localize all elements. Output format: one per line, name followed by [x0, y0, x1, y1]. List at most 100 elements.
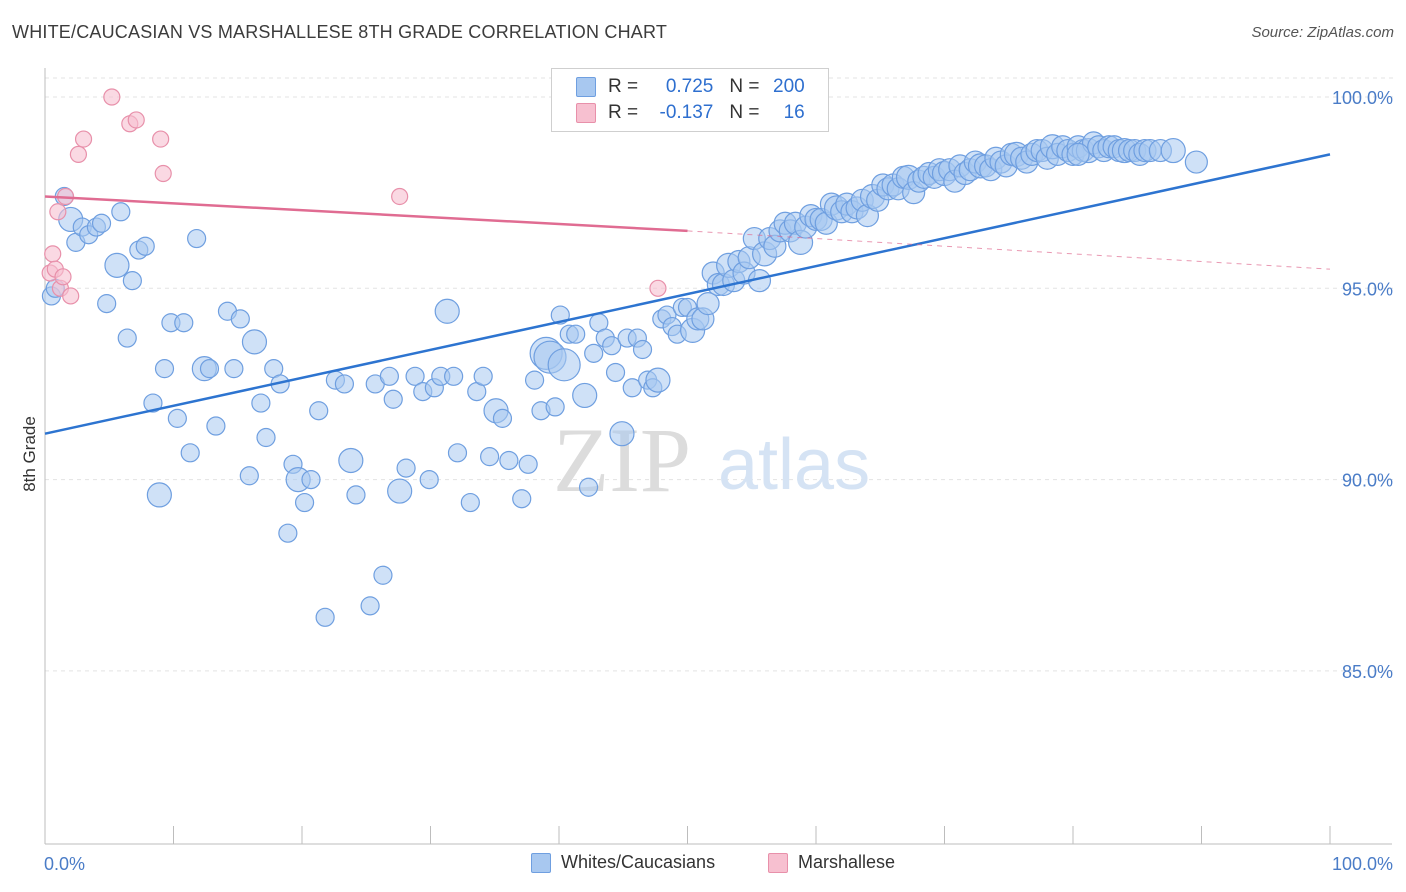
- point-whites: [91, 213, 112, 233]
- x-tick-label: 100.0%: [1332, 854, 1393, 874]
- point-whites: [572, 382, 598, 409]
- point-whites: [405, 366, 425, 386]
- legend-row-marshallese: R = -0.137 N = 16: [576, 101, 805, 125]
- point-marshallese: [49, 203, 67, 221]
- point-whites: [460, 492, 480, 513]
- point-whites: [174, 313, 194, 333]
- legend-r-label: R =: [608, 102, 644, 123]
- point-marshallese: [154, 164, 172, 183]
- stats-legend: R = 0.725 N = 200 R = -0.137 N = 16: [551, 68, 829, 132]
- bottom-legend-swatch-marshallese: [768, 852, 788, 873]
- point-whites: [206, 416, 226, 436]
- point-whites: [518, 454, 538, 474]
- point-whites: [1184, 150, 1208, 174]
- point-whites: [387, 478, 413, 504]
- point-whites: [566, 324, 586, 344]
- point-whites: [167, 408, 187, 428]
- watermark-atlas: atlas: [718, 425, 870, 505]
- y-tick-label: 85.0%: [1342, 662, 1393, 682]
- point-whites: [309, 401, 329, 421]
- chart-source: Source: ZipAtlas.com: [1251, 24, 1394, 41]
- point-whites: [338, 447, 364, 474]
- point-whites: [143, 393, 163, 413]
- point-whites: [622, 378, 642, 398]
- point-whites: [696, 292, 720, 316]
- point-whites: [180, 443, 200, 463]
- point-whites: [632, 339, 653, 360]
- point-marshallese: [44, 245, 62, 263]
- point-whites: [447, 443, 468, 463]
- point-whites: [480, 447, 500, 467]
- point-whites: [154, 359, 175, 379]
- legend-row-whites: R = 0.725 N = 200: [576, 75, 805, 99]
- point-whites: [1066, 142, 1090, 166]
- y-tick-label: 90.0%: [1342, 471, 1393, 491]
- chart-title: WHITE/CAUCASIAN VS MARSHALLESE 8TH GRADE…: [12, 22, 668, 42]
- point-whites: [602, 336, 622, 356]
- point-whites: [111, 202, 131, 222]
- legend-r-value: -0.137: [659, 102, 714, 123]
- y-axis-label: 8th Grade: [20, 416, 39, 492]
- point-whites: [346, 485, 366, 505]
- point-whites: [1160, 137, 1186, 164]
- point-whites: [117, 328, 137, 348]
- point-whites: [383, 389, 403, 409]
- watermark: ZIP atlas: [553, 409, 870, 511]
- legend-r-label: R =: [608, 76, 644, 97]
- bottom-legend-swatch-whites: [531, 852, 551, 873]
- point-whites: [499, 450, 519, 471]
- point-marshallese: [103, 88, 121, 106]
- legend-n-label: N =: [729, 76, 765, 97]
- point-whites: [547, 348, 581, 382]
- bottom-legend-whites: Whites/Caucasians: [531, 852, 715, 873]
- legend-n-value: 200: [773, 76, 805, 97]
- point-whites: [396, 458, 416, 478]
- bottom-legend-label-whites: Whites/Caucasians: [561, 852, 716, 872]
- legend-r-value: 0.725: [665, 76, 714, 97]
- point-marshallese: [74, 130, 93, 148]
- point-whites: [104, 252, 130, 278]
- point-whites: [224, 359, 244, 379]
- trend-line-marshallese-extension: [687, 230, 1331, 270]
- point-whites: [334, 374, 355, 394]
- point-whites: [360, 596, 380, 616]
- point-whites: [294, 492, 315, 513]
- point-whites: [230, 309, 250, 329]
- point-whites: [492, 408, 513, 428]
- point-whites: [379, 366, 399, 386]
- point-whites: [434, 298, 460, 324]
- tick-labels: 85.0% 90.0% 95.0% 100.0% 0.0% 100.0%: [44, 88, 1393, 874]
- series-whites-points: [41, 131, 1208, 627]
- point-marshallese: [127, 111, 145, 129]
- legend-n-label: N =: [729, 102, 765, 123]
- point-whites: [512, 489, 532, 509]
- point-marshallese: [649, 279, 667, 297]
- trend-line-whites: [44, 153, 1331, 435]
- point-whites: [605, 362, 626, 383]
- point-whites: [473, 366, 493, 386]
- legend-swatch-marshallese: [576, 103, 596, 123]
- x-tick-label: 0.0%: [44, 854, 85, 874]
- bottom-legend-marshallese: Marshallese: [768, 852, 895, 873]
- series-marshallese-points: [41, 88, 667, 305]
- point-whites: [97, 294, 117, 314]
- legend-n-value: 16: [783, 102, 805, 123]
- point-whites: [444, 366, 464, 386]
- point-whites: [315, 607, 335, 627]
- point-whites: [146, 482, 172, 508]
- point-marshallese: [62, 287, 80, 305]
- point-whites: [609, 421, 635, 447]
- point-whites: [239, 466, 259, 486]
- point-whites: [584, 343, 604, 363]
- legend-swatch-whites: [576, 77, 596, 97]
- trend-lines: [44, 153, 1331, 435]
- point-whites: [578, 477, 599, 497]
- point-whites: [187, 228, 207, 249]
- point-marshallese: [391, 187, 409, 206]
- point-whites: [135, 236, 155, 256]
- point-whites: [545, 397, 565, 417]
- point-marshallese: [69, 145, 88, 163]
- point-whites: [122, 271, 142, 291]
- y-tick-label: 95.0%: [1342, 279, 1393, 299]
- point-marshallese: [54, 268, 72, 286]
